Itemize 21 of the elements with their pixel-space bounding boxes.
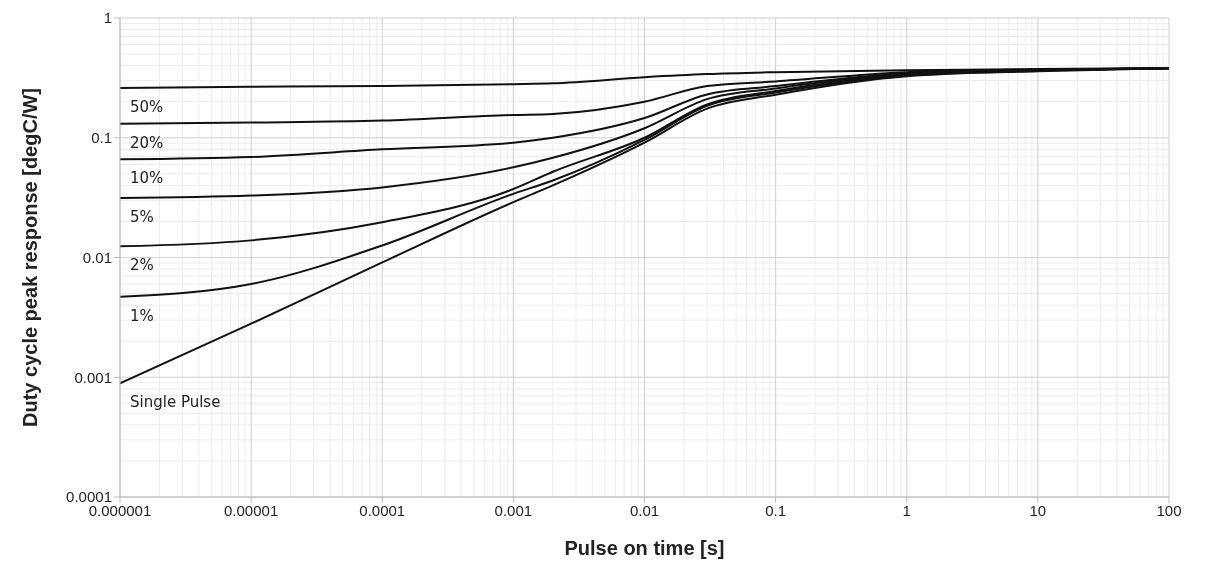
series-label: 2% — [130, 256, 154, 275]
series-label: 20% — [130, 133, 164, 152]
series-label: 1% — [130, 306, 154, 325]
series-label: 50% — [130, 98, 164, 117]
y-tick-label: 0.001 — [74, 368, 112, 386]
x-tick-label: 1 — [902, 501, 911, 519]
y-tick-label: 0.1 — [91, 129, 112, 147]
x-tick-label: 10 — [1029, 501, 1047, 519]
series-label: 10% — [130, 169, 164, 188]
x-tick-label: 0.01 — [629, 501, 660, 519]
y-tick-label: 1 — [103, 9, 112, 27]
x-axis-title: Pulse on time [s] — [564, 537, 725, 559]
x-tick-label: 0.001 — [494, 501, 533, 519]
series-label: Single Pulse — [130, 393, 221, 412]
series-label: 5% — [130, 207, 154, 226]
x-tick-label: 0.1 — [765, 501, 787, 519]
x-tick-label: 100 — [1156, 501, 1182, 519]
y-tick-label: 0.01 — [82, 248, 112, 266]
y-axis-title: Duty cycle peak response [degC/W] — [19, 88, 42, 427]
x-tick-label: 0.0001 — [359, 501, 406, 519]
x-tick-label: 0.00001 — [224, 501, 279, 519]
